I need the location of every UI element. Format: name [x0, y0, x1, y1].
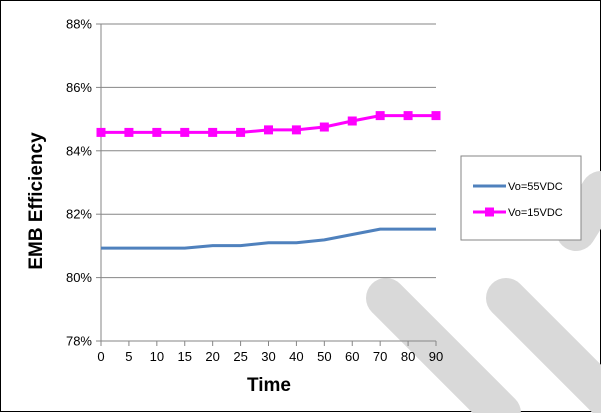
- y-tick-label: 82%: [66, 207, 92, 222]
- x-tick-label: 60: [345, 349, 359, 364]
- x-tick-label: 10: [150, 349, 164, 364]
- x-tick-label: 90: [429, 349, 443, 364]
- data-point: [347, 116, 357, 126]
- x-tick-label: 20: [205, 349, 219, 364]
- data-point: [208, 127, 218, 137]
- data-point: [124, 127, 134, 137]
- x-tick-label: 25: [233, 349, 247, 364]
- legend-label: Vo=15VDC: [508, 207, 563, 219]
- y-tick-label: 88%: [66, 17, 92, 32]
- data-point: [375, 111, 385, 121]
- x-tick-label: 70: [373, 349, 387, 364]
- data-point: [431, 111, 441, 121]
- x-tick-label: 0: [97, 349, 104, 364]
- data-point: [264, 125, 273, 135]
- data-point: [319, 122, 329, 132]
- x-tick-label: 15: [178, 349, 192, 364]
- data-point: [403, 111, 413, 121]
- data-point: [291, 125, 301, 135]
- y-tick-label: 78%: [66, 334, 92, 349]
- watermark-stripe: [366, 278, 521, 413]
- y-tick-label: 80%: [66, 270, 92, 285]
- watermark-stripe: [486, 278, 601, 413]
- data-point: [236, 127, 246, 137]
- x-tick-label: 5: [125, 349, 132, 364]
- y-tick-label: 84%: [66, 143, 92, 158]
- x-tick-label: 40: [289, 349, 303, 364]
- y-tick-label: 86%: [66, 80, 92, 95]
- x-tick-label: 80: [401, 349, 415, 364]
- x-tick-label: 50: [317, 349, 331, 364]
- x-axis-title: Time: [247, 375, 291, 396]
- axes: 78% 80% 82% 84% 86% 88% 0 5 10 15 20 25 30 40 50 60 70 80…: [66, 17, 443, 365]
- data-point: [152, 127, 162, 137]
- legend-marker: [485, 207, 494, 217]
- legend-label: Vo=55VDC: [508, 181, 563, 193]
- series-layer: [96, 111, 441, 250]
- data-point: [96, 127, 106, 137]
- legend-box: [460, 155, 582, 241]
- y-axis-title: EMB Efficiency: [26, 132, 47, 270]
- series-line-0: [101, 227, 436, 250]
- x-tick-label: 30: [261, 349, 275, 364]
- data-point: [180, 127, 190, 137]
- legend: Vo=55VDC Vo=15VDC: [460, 155, 582, 241]
